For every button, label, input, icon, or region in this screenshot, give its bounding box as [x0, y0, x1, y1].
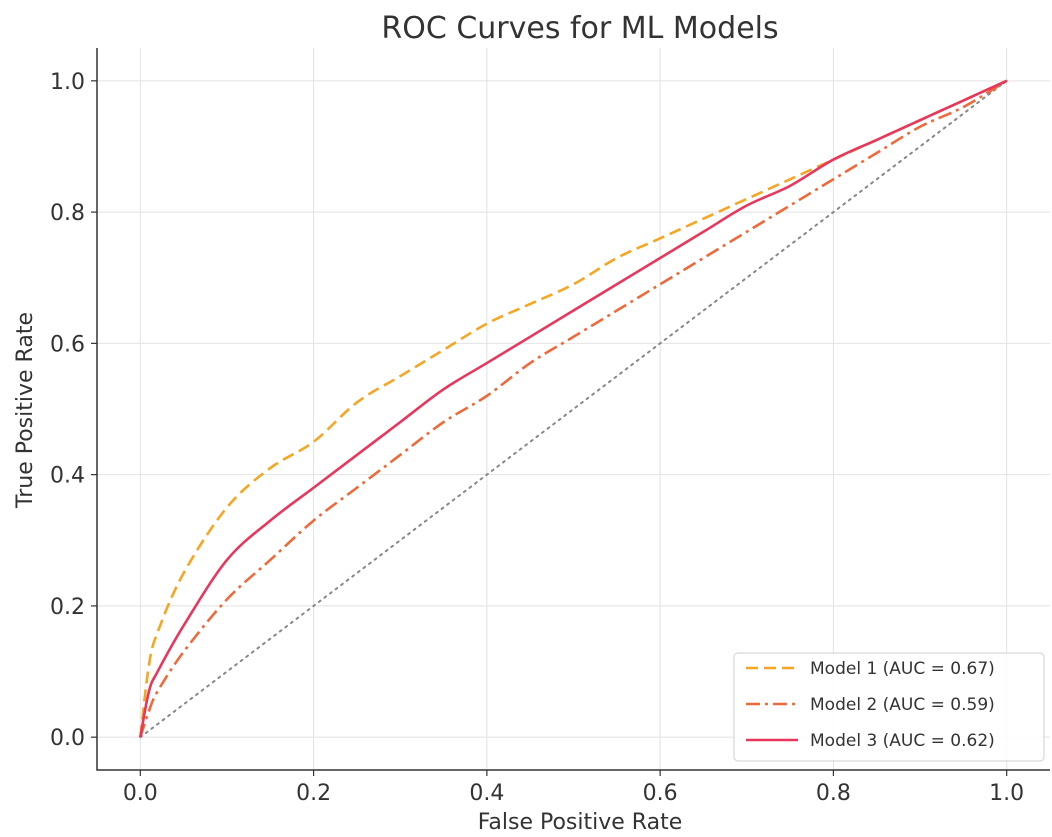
legend-label: Model 2 (AUC = 0.59)	[810, 695, 995, 715]
x-tick-label: 0.8	[816, 781, 851, 806]
series-line-model-2	[139, 79, 1008, 738]
x-tick-label: 1.0	[989, 781, 1024, 806]
x-tick-label: 0.6	[643, 781, 678, 806]
series-layer	[139, 79, 1008, 739]
y-tick-label: 0.0	[50, 726, 85, 751]
y-tick-label: 0.6	[50, 332, 85, 357]
y-tick-label: 0.2	[50, 595, 85, 620]
legend-entry: Model 1 (AUC = 0.67)	[746, 659, 995, 679]
x-tick-label: 0.4	[469, 781, 504, 806]
grid	[97, 48, 1050, 770]
chart-title: ROC Curves for ML Models	[381, 11, 778, 46]
axis-spines	[96, 48, 1050, 771]
legend-entry: Model 2 (AUC = 0.59)	[746, 695, 995, 715]
axes	[91, 48, 1050, 776]
y-tick-label: 0.8	[50, 201, 85, 226]
y-tick-label: 0.4	[50, 464, 85, 489]
legend-box	[733, 652, 1045, 762]
legend: Model 1 (AUC = 0.67) Model 2 (AUC = 0.59…	[733, 652, 1045, 762]
legend-label: Model 3 (AUC = 0.62)	[810, 731, 995, 751]
series-line-model-3	[139, 79, 1008, 738]
y-tick-label: 1.0	[50, 70, 85, 95]
x-tick-label: 0.2	[296, 781, 331, 806]
legend-entry: Model 3 (AUC = 0.62)	[746, 731, 995, 751]
legend-label: Model 1 (AUC = 0.67)	[810, 659, 995, 679]
x-axis-label: False Positive Rate	[478, 810, 682, 835]
y-axis-label: True Positive Rate	[13, 312, 38, 509]
tick-labels: 0.0 0.2 0.4 0.6 0.8 1.0 0.0 0.2 0.4 0.6 0.8 1.0	[50, 70, 1024, 806]
x-tick-label: 0.0	[123, 781, 158, 806]
random-classifier-line	[139, 79, 1008, 739]
